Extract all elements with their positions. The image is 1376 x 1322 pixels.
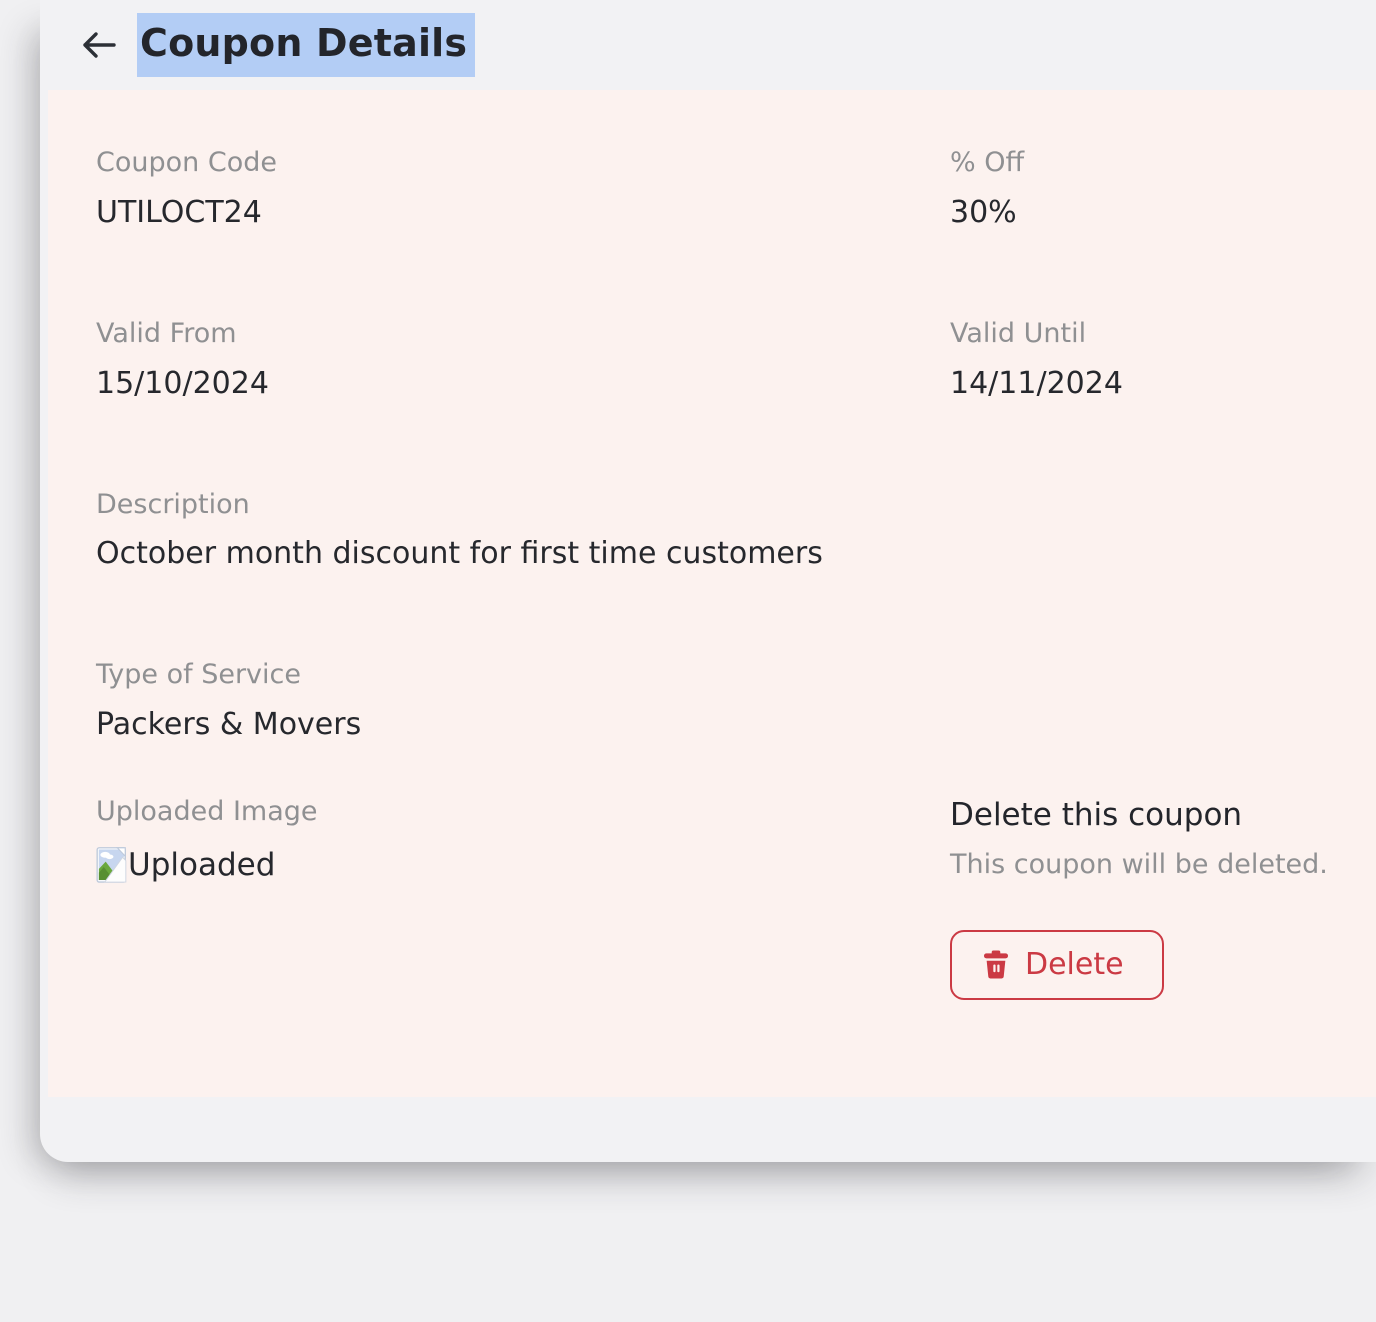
coupon-code-label: Coupon Code — [96, 147, 277, 178]
image-alt-text: Uploaded — [128, 846, 276, 883]
uploaded-image-broken[interactable]: Uploaded — [96, 846, 950, 884]
percent-off-value: 30% — [950, 194, 1017, 230]
delete-section-title: Delete this coupon — [950, 797, 1243, 833]
coupon-details-card: Coupon Details Coupon Code UTILOCT24 % O… — [40, 0, 1376, 1162]
percent-off-label: % Off — [950, 147, 1025, 178]
arrow-left-icon — [83, 32, 116, 58]
field-row: Description October month discount for f… — [96, 488, 1328, 574]
field-type-of-service: Type of Service Packers & Movers — [96, 658, 1328, 744]
valid-from-value: 15/10/2024 — [96, 365, 269, 401]
description-value: October month discount for first time cu… — [96, 536, 823, 572]
type-of-service-label: Type of Service — [96, 659, 301, 691]
page-title: Coupon Details — [137, 12, 476, 78]
delete-section: Delete this coupon This coupon will be d… — [950, 795, 1328, 1000]
coupon-code-value: UTILOCT24 — [96, 194, 262, 230]
coupon-details-panel: Coupon Code UTILOCT24 % Off 30% Valid Fr… — [48, 90, 1376, 1097]
field-valid-until: Valid Until 14/11/2024 — [950, 317, 1328, 403]
field-row: Uploaded Image Uploaded — [96, 795, 1328, 1000]
broken-image-icon — [96, 846, 127, 883]
field-description: Description October month discount for f… — [96, 488, 1328, 574]
delete-section-subtitle: This coupon will be deleted. — [950, 849, 1328, 881]
field-percent-off: % Off 30% — [950, 146, 1328, 232]
uploaded-image-label: Uploaded Image — [96, 796, 318, 827]
trash-icon — [983, 950, 1009, 979]
header: Coupon Details — [40, 0, 1376, 90]
back-button[interactable] — [80, 30, 118, 60]
description-label: Description — [96, 488, 250, 520]
type-of-service-value: Packers & Movers — [96, 707, 362, 742]
field-row: Coupon Code UTILOCT24 % Off 30% — [96, 146, 1328, 232]
delete-button-label: Delete — [1025, 947, 1124, 983]
valid-from-label: Valid From — [96, 317, 237, 349]
field-row: Valid From 15/10/2024 Valid Until 14/11/… — [96, 317, 1328, 403]
field-coupon-code: Coupon Code UTILOCT24 — [96, 146, 950, 232]
valid-until-value: 14/11/2024 — [950, 365, 1123, 401]
field-uploaded-image: Uploaded Image Uploaded — [96, 795, 950, 1000]
valid-until-label: Valid Until — [950, 317, 1087, 349]
delete-button[interactable]: Delete — [950, 930, 1164, 1000]
field-valid-from: Valid From 15/10/2024 — [96, 317, 950, 403]
field-row: Type of Service Packers & Movers — [96, 658, 1328, 744]
